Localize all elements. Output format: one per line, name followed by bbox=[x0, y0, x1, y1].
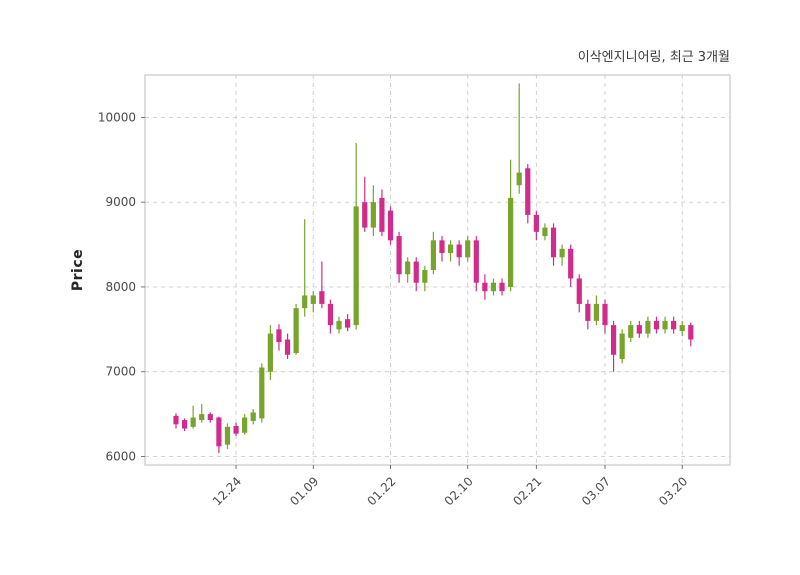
svg-text:10000: 10000 bbox=[98, 110, 136, 124]
chart-title: 이삭엔지니어링, 최근 3개월 bbox=[577, 50, 730, 65]
svg-text:02.10: 02.10 bbox=[442, 474, 476, 508]
svg-text:02.21: 02.21 bbox=[510, 474, 544, 508]
svg-text:03.20: 03.20 bbox=[656, 474, 690, 508]
svg-text:7000: 7000 bbox=[105, 365, 136, 379]
svg-text:12.24: 12.24 bbox=[210, 474, 244, 508]
svg-text:01.22: 01.22 bbox=[364, 474, 398, 508]
svg-text:9000: 9000 bbox=[105, 195, 136, 209]
svg-text:6000: 6000 bbox=[105, 450, 136, 464]
svg-text:03.07: 03.07 bbox=[579, 474, 613, 508]
svg-text:01.09: 01.09 bbox=[287, 474, 321, 508]
svg-text:8000: 8000 bbox=[105, 280, 136, 294]
